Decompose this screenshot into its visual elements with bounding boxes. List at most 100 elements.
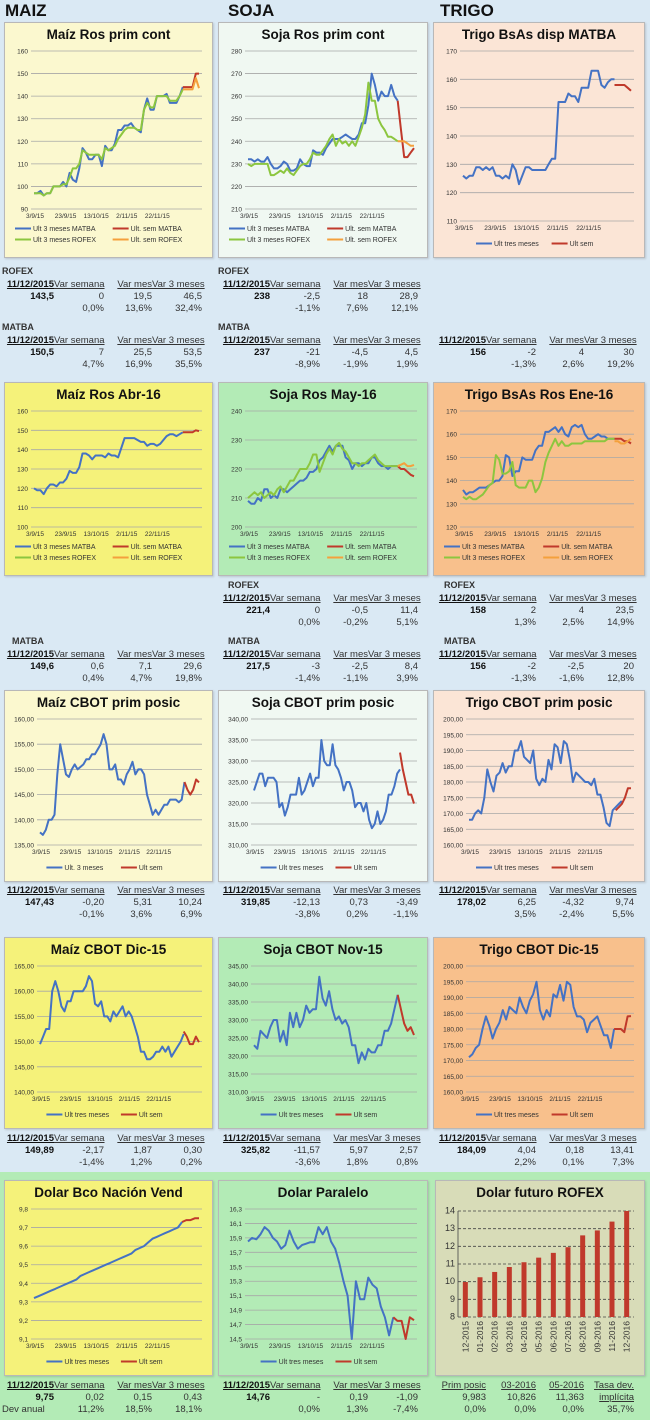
x-tick-label: 3/9/15 [461, 849, 479, 856]
var-semana-header: Var semana [486, 593, 537, 604]
legend-item-ult-sem-rofex: Ult. sem ROFEX [327, 237, 397, 244]
var-semana-pct: -1,3% [511, 673, 536, 684]
svg-text:Ult 3 meses ROFEX: Ult 3 meses ROFEX [33, 555, 96, 562]
legend-item-ult-3-meses: Ult. 3 meses [46, 865, 104, 872]
y-tick-label: 280 [231, 49, 242, 56]
y-tick-label: 14,5 [229, 1337, 242, 1344]
series-line-ult-sem-rofex [397, 140, 414, 147]
y-tick-label: 310,00 [228, 843, 248, 850]
svg-text:Ult. sem ROFEX: Ult. sem ROFEX [345, 237, 397, 244]
y-tick-label: 135,00 [14, 843, 34, 850]
var-3-meses-pct: 19,8% [175, 673, 202, 684]
y-tick-label: 150 [446, 455, 457, 462]
var-mes-pct: 16,9% [125, 359, 152, 370]
y-tick-label: 16,1 [229, 1221, 242, 1228]
var-semana-header: Var semana [486, 1133, 537, 1144]
chart-title: Dolar Paralelo [277, 1185, 369, 1200]
bar [477, 1277, 483, 1317]
svg-text:Ult sem: Ult sem [353, 865, 377, 872]
var-semana-pct: 2,2% [514, 1157, 536, 1168]
y-tick-label: 315,00 [228, 1072, 248, 1079]
y-tick-label: 12 [445, 1241, 455, 1251]
chart-soja-ros-may16: Soja Ros May-16 200 210 220 230 240 3/9/15 23/9… [218, 382, 428, 576]
x-tick-label: 3/9/15 [26, 1343, 44, 1350]
svg-text:Ult 3 meses MATBA: Ult 3 meses MATBA [33, 544, 96, 551]
series-line-ult-sem [396, 994, 415, 1036]
var-semana-pct: -1,1% [295, 303, 320, 314]
x-tick-label: 3/9/15 [26, 531, 44, 538]
y-tick-label: 120 [17, 139, 28, 146]
date-header: 11/12/2015 [222, 1133, 270, 1144]
var-semana-pct: 0,0% [298, 617, 320, 628]
chart-soja-cbot-prim-posic: Soja CBOT prim posic 310,00 315,00 320,00 32… [218, 690, 428, 882]
y-tick-label: 240 [231, 139, 242, 146]
legend-item-ult-tres-meses: Ult tres meses [476, 865, 539, 872]
legend-item-ult-tres-meses: Ult tres meses [46, 1112, 110, 1119]
price-value: 143,5 [30, 291, 54, 302]
svg-text:Ult tres meses: Ult tres meses [279, 865, 324, 872]
chart-canvas: 8 9 10 11 12 13 14 12-2015 01-2016 02-2016 03-2016… [445, 1206, 634, 1352]
var-mes-header: Var mes [333, 1380, 368, 1391]
x-tick-label: 22/11/15 [576, 225, 601, 232]
futuro-cell-p3: 0,0% [562, 1404, 584, 1415]
chart-maiz-cbot-dic15: Maíz CBOT Dic-15 140,00 145,00 150,00 155,00… [4, 937, 213, 1129]
var-3-meses-value: 28,9 [399, 291, 419, 302]
var-mes-value: 1,87 [133, 1145, 153, 1156]
svg-text:Ult sem: Ult sem [570, 865, 594, 872]
x-tick-label: 2/11/15 [547, 225, 569, 232]
svg-text:Ult 3 meses MATBA: Ult 3 meses MATBA [462, 544, 525, 551]
x-tick-label: 23/9/15 [484, 225, 506, 232]
var-3-meses-pct: 1,9% [396, 359, 418, 370]
legend-item-ult-sem-matba: Ult. sem MATBA [112, 226, 182, 233]
chart-title: Maíz CBOT prim posic [36, 695, 181, 710]
series-line-ult-3-meses [39, 733, 186, 836]
var-mes-pct: 2,5% [562, 617, 584, 628]
x-tick-label: 08-2016 [578, 1321, 588, 1352]
var-mes-pct: -1,6% [559, 673, 584, 684]
var-3-meses-value: -1,09 [396, 1392, 418, 1403]
x-tick-label: 22/11/15 [360, 531, 385, 538]
x-tick-label: 2/11/15 [331, 1343, 353, 1350]
date-header: 11/12/2015 [222, 649, 270, 660]
date-header: 11/12/2015 [6, 1380, 54, 1391]
svg-text:Ult tres meses: Ult tres meses [494, 241, 539, 248]
row-label [218, 1404, 270, 1415]
price-value: 156 [470, 347, 486, 358]
date-header: 11/12/2015 [222, 885, 270, 896]
legend-item-ult-3-meses-rofex: Ult 3 meses ROFEX [444, 555, 525, 562]
y-tick-label: 340,00 [228, 717, 248, 724]
y-tick-label: 15,3 [229, 1279, 242, 1286]
var-3-meses-value: -3,49 [396, 897, 418, 908]
legend-item-ult-sem-rofex: Ult. sem ROFEX [112, 237, 183, 244]
svg-text:Ult sem: Ult sem [353, 1112, 377, 1119]
chart-title: Maíz Ros Abr-16 [56, 387, 161, 402]
price-value: 238 [254, 291, 270, 302]
legend-item-ult-sem: Ult sem [335, 1359, 377, 1366]
svg-text:Ult tres meses: Ult tres meses [279, 1359, 324, 1366]
var-3-meses-pct: 3,9% [396, 673, 418, 684]
exchange-label: ROFEX [444, 580, 476, 590]
y-tick-label: 120 [446, 190, 457, 197]
date-header: 11/12/2015 [6, 1133, 54, 1144]
y-tick-label: 335,00 [228, 738, 248, 745]
exchange-label: ROFEX [2, 266, 34, 276]
legend-item-ult-sem-matba: Ult. sem MATBA [112, 544, 182, 551]
legend-item-ult-sem: Ult sem [120, 865, 163, 872]
var-3-meses-pct: 6,9% [180, 909, 202, 920]
svg-text:Ult. sem MATBA: Ult. sem MATBA [345, 544, 397, 551]
x-tick-label: 22/11/15 [578, 849, 603, 856]
var-3-meses-header: Var 3 meses [368, 885, 421, 896]
var-semana-pct: -1,4% [295, 673, 320, 684]
y-tick-label: 8 [450, 1312, 455, 1322]
x-tick-label: 3/9/15 [240, 1343, 258, 1350]
y-tick-label: 130 [17, 467, 28, 474]
row-label [218, 617, 270, 628]
var-semana-header: Var semana [270, 593, 321, 604]
svg-text:Ult. sem MATBA: Ult. sem MATBA [345, 226, 397, 233]
x-tick-label: 01-2016 [475, 1321, 485, 1352]
x-tick-label: 2/11/15 [116, 213, 138, 220]
y-tick-label: 150 [17, 71, 28, 78]
var-mes-value: 19,5 [133, 291, 153, 302]
legend-item-ult-sem-matba: Ult. sem MATBA [327, 226, 397, 233]
var-3-meses-header: Var 3 meses [368, 279, 421, 290]
